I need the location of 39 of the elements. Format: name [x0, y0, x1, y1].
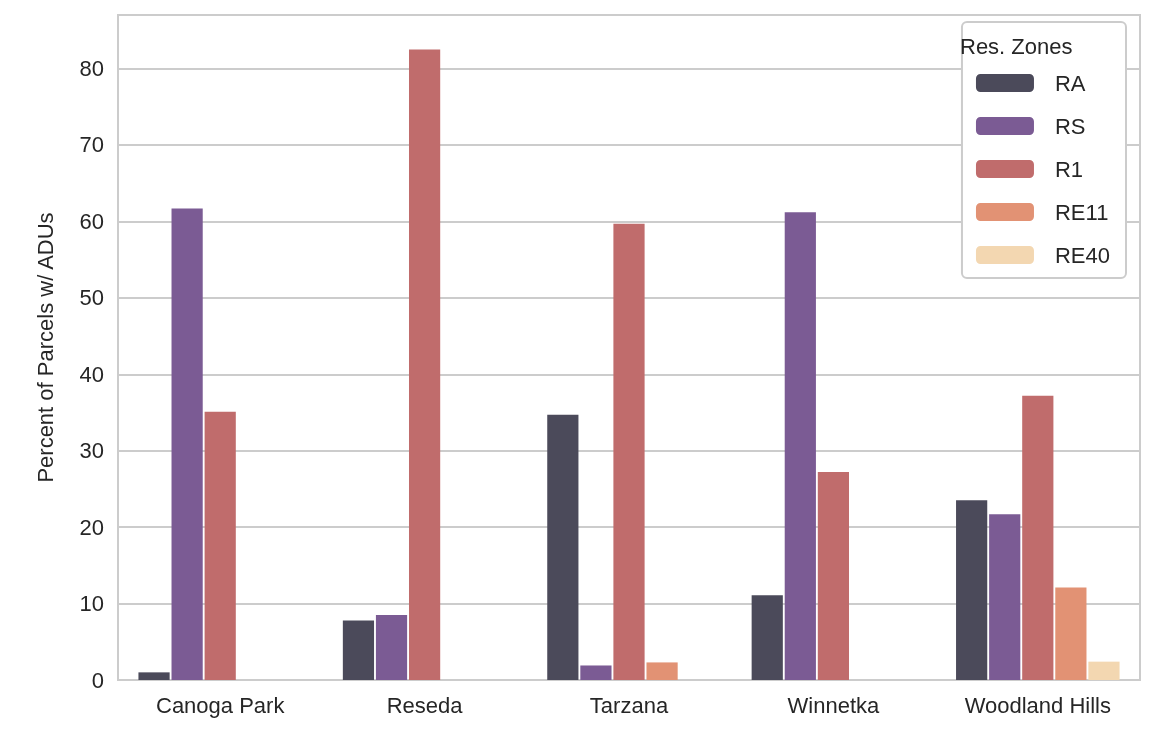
y-tick-label: 10 [79, 591, 104, 617]
bar [580, 665, 612, 680]
legend-label: R1 [1054, 156, 1084, 182]
bar [547, 414, 579, 680]
y-tick-label: 0 [91, 667, 104, 693]
legend-label: RA [1054, 70, 1086, 96]
bar [784, 212, 816, 680]
bar [1022, 395, 1054, 680]
bar [138, 672, 170, 680]
x-tick-label: Woodland Hills [964, 692, 1111, 718]
bar [613, 223, 645, 680]
y-tick-label: 80 [79, 56, 104, 82]
bar [817, 472, 849, 680]
x-tick-label: Canoga Park [155, 692, 286, 718]
legend-label: RS [1054, 113, 1086, 139]
y-tick-label: 70 [79, 132, 104, 158]
x-tick-label: Tarzana [589, 692, 669, 718]
bar [646, 662, 678, 680]
y-tick-label: 40 [79, 361, 104, 387]
legend-label: RE11 [1054, 199, 1109, 225]
bar [409, 49, 441, 680]
y-tick-label: 50 [79, 285, 104, 311]
y-tick-label: 20 [79, 514, 104, 540]
legend-title: Res. Zones [960, 33, 1073, 59]
y-axis-title: Percent of Parcels w/ ADUs [32, 212, 58, 483]
x-tick-label: Reseda [386, 692, 464, 718]
bar [1088, 661, 1120, 680]
legend-label: RE40 [1054, 242, 1111, 268]
x-tick-label: Winnetka [787, 692, 881, 718]
bar [171, 208, 203, 680]
y-tick-label: 60 [79, 208, 104, 234]
bar [1055, 587, 1087, 680]
bar [751, 595, 783, 680]
y-tick-label: 30 [79, 438, 104, 464]
bar [956, 500, 988, 680]
bar [989, 514, 1021, 680]
bar [375, 615, 408, 680]
bar [342, 620, 375, 680]
bar [204, 411, 236, 680]
